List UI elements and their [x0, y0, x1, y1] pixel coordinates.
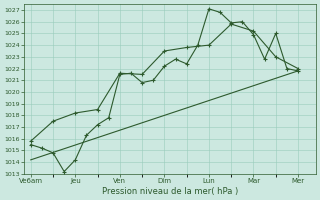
X-axis label: Pression niveau de la mer( hPa ): Pression niveau de la mer( hPa ) [102, 187, 238, 196]
